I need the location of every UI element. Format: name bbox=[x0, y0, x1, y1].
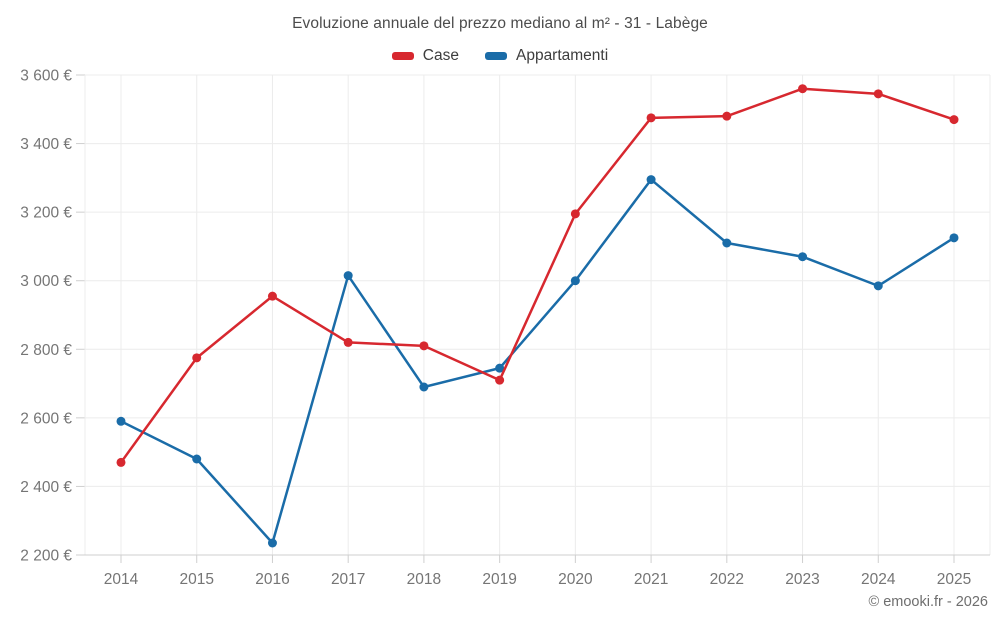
series-line-case bbox=[119, 87, 956, 464]
x-axis-label: 2025 bbox=[937, 571, 971, 588]
y-axis-label: 3 000 € bbox=[20, 273, 72, 290]
x-axis-label: 2022 bbox=[710, 571, 744, 588]
y-axis-label: 2 400 € bbox=[20, 479, 72, 496]
data-point-appartamenti-2016[interactable] bbox=[267, 538, 277, 548]
data-point-case-2021[interactable] bbox=[646, 113, 656, 123]
x-axis-label: 2018 bbox=[407, 571, 441, 588]
data-point-case-2018[interactable] bbox=[419, 341, 429, 351]
data-point-case-2020[interactable] bbox=[570, 209, 580, 219]
data-point-case-2017[interactable] bbox=[343, 337, 353, 347]
legend-label-appartamenti: Appartamenti bbox=[515, 47, 609, 64]
appartamenti-legend-swatch-icon bbox=[484, 52, 507, 60]
y-axis-label: 3 200 € bbox=[20, 205, 72, 222]
y-axis-label: 2 600 € bbox=[20, 410, 72, 427]
data-point-appartamenti-2025[interactable] bbox=[949, 233, 959, 243]
data-point-appartamenti-2017[interactable] bbox=[343, 271, 353, 281]
x-axis-label: 2020 bbox=[558, 571, 593, 588]
x-axis-label: 2024 bbox=[861, 571, 896, 588]
y-axis-label: 3 400 € bbox=[20, 136, 72, 153]
x-axis-label: 2017 bbox=[331, 571, 365, 588]
data-point-case-2025[interactable] bbox=[949, 115, 959, 125]
data-point-case-2015[interactable] bbox=[192, 353, 202, 363]
x-axis-label: 2014 bbox=[104, 571, 139, 588]
x-axis-label: 2015 bbox=[179, 571, 213, 588]
data-point-case-2024[interactable] bbox=[873, 89, 883, 99]
data-point-case-2016[interactable] bbox=[267, 291, 277, 301]
legend-item-case[interactable]: Case bbox=[391, 47, 459, 65]
data-point-appartamenti-2019[interactable] bbox=[495, 363, 505, 373]
y-axis-label: 3 600 € bbox=[20, 68, 72, 85]
x-axis-label: 2023 bbox=[785, 571, 819, 588]
data-point-appartamenti-2022[interactable] bbox=[722, 238, 732, 248]
data-point-appartamenti-2020[interactable] bbox=[570, 276, 580, 286]
data-point-appartamenti-2021[interactable] bbox=[646, 175, 656, 185]
legend: Case Appartamenti bbox=[0, 47, 1000, 65]
data-point-case-2014[interactable] bbox=[116, 457, 126, 467]
series-line-appartamenti bbox=[119, 178, 956, 545]
case-legend-swatch-icon bbox=[391, 52, 414, 60]
copyright-note: © emooki.fr - 2026 bbox=[868, 594, 988, 610]
y-axis-label: 2 200 € bbox=[20, 548, 72, 565]
data-point-appartamenti-2018[interactable] bbox=[419, 382, 429, 392]
y-axis-label: 2 800 € bbox=[20, 342, 72, 359]
x-axis-label: 2019 bbox=[482, 571, 516, 588]
legend-item-appartamenti[interactable]: Appartamenti bbox=[484, 47, 609, 65]
x-axis-label: 2021 bbox=[634, 571, 668, 588]
data-point-case-2023[interactable] bbox=[798, 84, 808, 94]
legend-label-case: Case bbox=[422, 47, 459, 64]
data-point-case-2019[interactable] bbox=[495, 375, 505, 385]
data-point-appartamenti-2015[interactable] bbox=[192, 454, 202, 464]
data-point-appartamenti-2024[interactable] bbox=[873, 281, 883, 291]
x-axis-label: 2016 bbox=[255, 571, 289, 588]
data-point-appartamenti-2023[interactable] bbox=[798, 252, 808, 262]
data-point-case-2022[interactable] bbox=[722, 111, 732, 121]
data-point-appartamenti-2014[interactable] bbox=[116, 416, 126, 426]
chart-title: Evoluzione annuale del prezzo mediano al… bbox=[292, 15, 708, 32]
